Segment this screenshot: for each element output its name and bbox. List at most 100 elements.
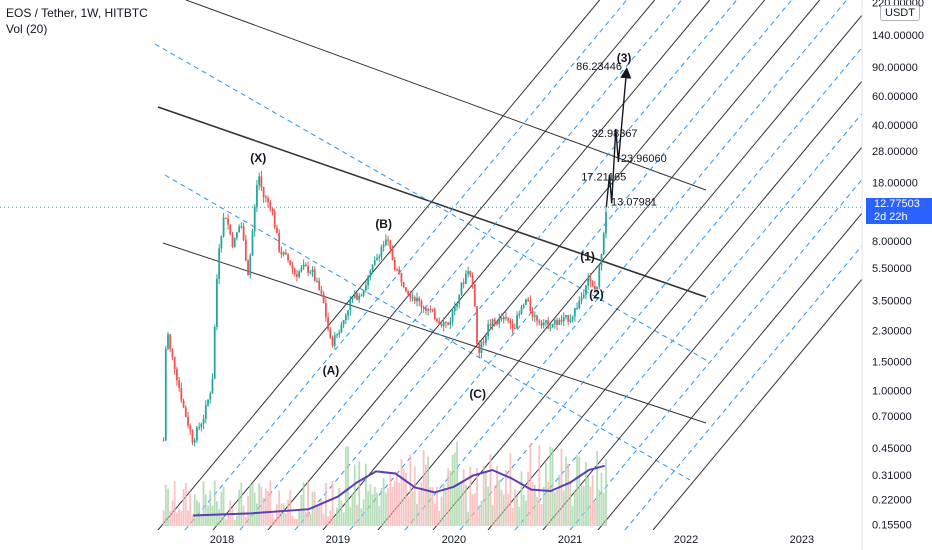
volume-bar xyxy=(264,488,267,526)
candle xyxy=(273,208,276,230)
candle xyxy=(309,270,312,275)
candle xyxy=(513,323,516,329)
candle-body xyxy=(331,337,334,346)
candle xyxy=(453,301,456,316)
price-tick-label: 220.00000 xyxy=(872,0,924,10)
candle-body xyxy=(293,268,296,275)
candle xyxy=(498,313,501,329)
volume-bar xyxy=(469,466,472,526)
candle-body xyxy=(458,294,461,304)
price-tick-label: 0.70000 xyxy=(872,411,912,423)
candle-body xyxy=(420,301,423,308)
candle-body xyxy=(545,320,547,323)
time-tick-label: 2018 xyxy=(210,534,234,546)
candle-body xyxy=(516,315,518,329)
volume-bar xyxy=(178,508,181,526)
price-tick-label: 60.00000 xyxy=(872,91,918,103)
candle-body xyxy=(300,267,303,272)
volume-bar xyxy=(182,489,185,526)
volume-bar xyxy=(218,509,221,526)
candle xyxy=(445,321,447,329)
candle-body xyxy=(229,224,232,234)
candle xyxy=(249,253,252,279)
candle-body xyxy=(264,197,267,199)
candle-body xyxy=(478,343,481,353)
candle-body xyxy=(591,281,594,286)
candle-body xyxy=(238,226,241,233)
volume-bar xyxy=(571,505,574,526)
volume-bar xyxy=(527,471,530,526)
candle xyxy=(476,306,478,346)
ascending-dashed-line xyxy=(624,244,862,530)
candle xyxy=(391,245,394,261)
candle xyxy=(424,306,427,315)
candle xyxy=(471,272,474,289)
volume-bar xyxy=(204,494,207,526)
volume-bar xyxy=(296,518,298,526)
fib-target-label: 17.21165 xyxy=(581,172,626,184)
fib-target-label: 86.23446 xyxy=(576,61,622,73)
price-tick-label: 1.00000 xyxy=(872,386,912,398)
candle xyxy=(242,222,245,242)
candle xyxy=(367,274,369,290)
ascending-fan-line xyxy=(212,0,656,530)
volume-bar xyxy=(256,503,258,526)
candle xyxy=(356,291,358,301)
volume-bar xyxy=(418,490,421,526)
volume-bar xyxy=(520,471,523,526)
volume-bar xyxy=(293,518,296,526)
volume-bar xyxy=(298,510,301,526)
candle xyxy=(193,437,196,447)
volume-bar xyxy=(369,484,372,526)
candle-body xyxy=(296,274,298,277)
candle-body xyxy=(327,317,329,329)
candle xyxy=(324,297,327,322)
volume-bar xyxy=(525,500,527,526)
candle-body xyxy=(373,260,376,265)
price-tick-label: 3.50000 xyxy=(872,295,912,307)
volume-bar xyxy=(445,488,447,526)
candle xyxy=(202,414,205,429)
volume-bar xyxy=(176,512,178,526)
volume-bar xyxy=(389,473,392,526)
candle-body xyxy=(482,341,485,343)
plot-area: (X) (A) (B) (C) (1) (2) (3) 13.07981 17.21165 23.… xyxy=(0,0,862,530)
volume-bar xyxy=(273,519,276,526)
ascending-fan-line xyxy=(597,212,862,530)
candle-body xyxy=(349,299,352,311)
volume-bar xyxy=(491,505,494,526)
candle xyxy=(540,320,543,329)
candle xyxy=(369,269,372,281)
candle-body xyxy=(587,278,590,286)
volume-bar xyxy=(429,486,432,526)
candle xyxy=(260,170,263,192)
candle-body xyxy=(256,185,258,207)
chart-legend: EOS / Tether, 1W, HITBTC Vol (20) xyxy=(6,5,148,37)
volume-bar xyxy=(282,503,285,526)
candle xyxy=(569,314,572,324)
volume-bar xyxy=(493,485,496,526)
volume-bar xyxy=(518,506,521,526)
candle-body xyxy=(260,176,263,188)
candle-body xyxy=(445,322,447,324)
volume-bar xyxy=(384,492,387,526)
volume-bars xyxy=(162,441,607,526)
volume-bar xyxy=(451,454,454,526)
candle-body xyxy=(360,295,363,297)
candle xyxy=(536,314,538,326)
volume-bar xyxy=(593,502,596,526)
candle xyxy=(551,323,554,328)
volume-bar xyxy=(267,491,269,526)
wave-label: (A) xyxy=(323,364,340,378)
candle xyxy=(489,319,492,330)
volume-bar xyxy=(496,465,498,526)
volume-bar xyxy=(522,494,525,526)
volume-bar xyxy=(171,500,174,526)
candle xyxy=(316,277,318,283)
candle xyxy=(429,305,432,313)
candle-body xyxy=(418,297,421,302)
candle-body xyxy=(398,269,401,273)
currency-selector[interactable]: USDT xyxy=(880,5,920,21)
candle-body xyxy=(585,285,587,295)
